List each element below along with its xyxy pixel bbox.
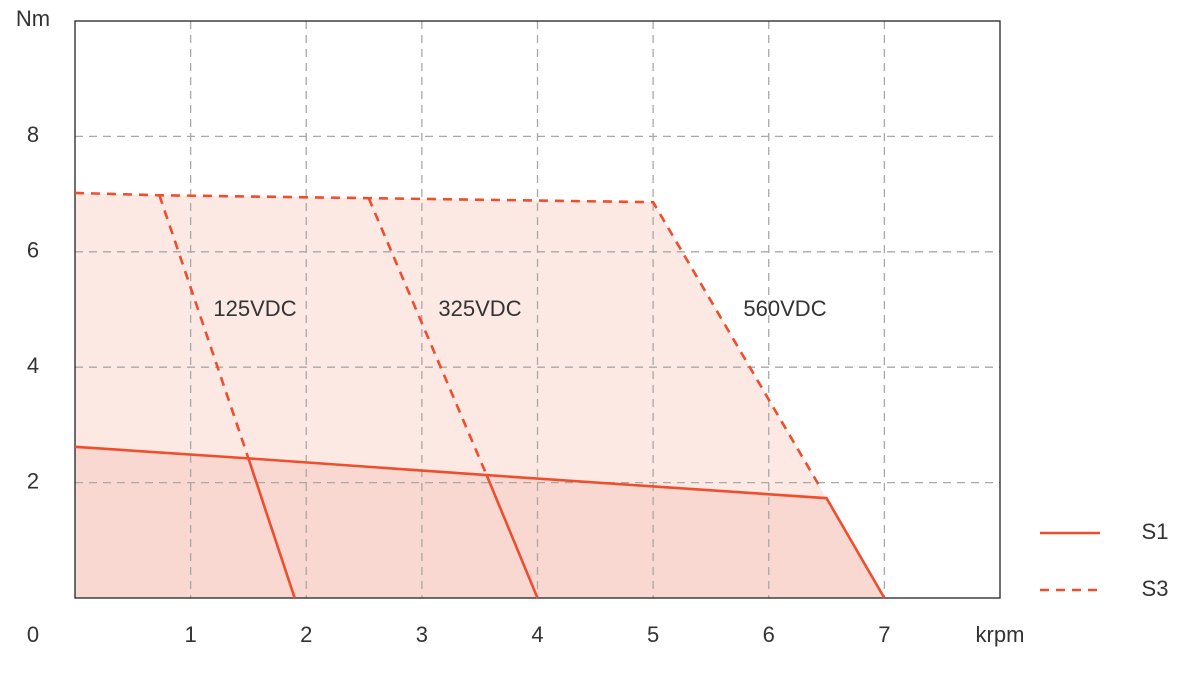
x-tick-label: 6 [763, 622, 775, 647]
origin-label: 0 [27, 622, 39, 647]
annotation: 125VDC [213, 296, 296, 321]
x-tick-label: 2 [300, 622, 312, 647]
annotation: 560VDC [743, 296, 826, 321]
x-tick-label: 5 [647, 622, 659, 647]
x-axis-label: krpm [976, 622, 1025, 647]
area [75, 446, 885, 598]
y-tick-label: 4 [27, 353, 39, 378]
series-line [74, 445, 886, 599]
x-tick-label: 3 [416, 622, 428, 647]
x-tick-label: 1 [185, 622, 197, 647]
legend-label: S3 [1142, 576, 1169, 601]
series-line [74, 191, 822, 490]
x-tick-label: 7 [878, 622, 890, 647]
legend-label: S1 [1142, 519, 1169, 544]
y-tick-label: 6 [27, 238, 39, 263]
y-axis-label: Nm [16, 6, 50, 31]
x-tick-label: 4 [531, 622, 543, 647]
y-tick-label: 2 [27, 468, 39, 493]
y-tick-label: 8 [27, 122, 39, 147]
annotation: 325VDC [438, 296, 521, 321]
